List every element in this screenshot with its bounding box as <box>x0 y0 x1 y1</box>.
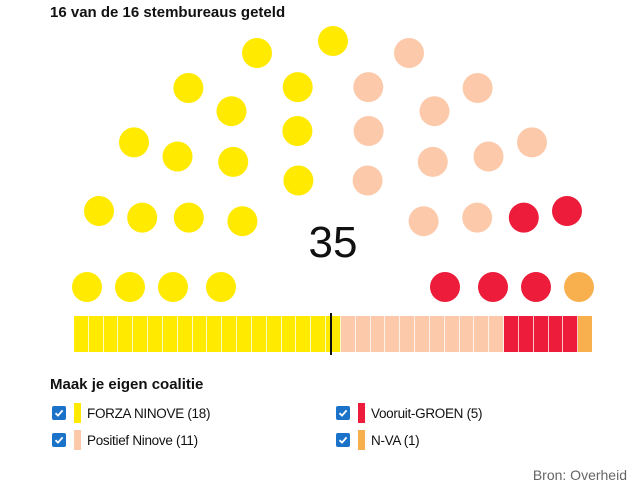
bar-seat-forza-ninove <box>311 316 327 352</box>
swatch-positief-ninove <box>74 430 81 450</box>
seat-positief-ninove <box>353 72 384 103</box>
bar-seat-forza-ninove <box>118 316 134 352</box>
seat-forza-ninove <box>158 272 188 302</box>
seat-positief-ninove <box>417 146 448 177</box>
counted-status: 16 van de 16 stembureaus geteld <box>50 4 286 21</box>
bar-seat-positief-ninove <box>400 316 416 352</box>
seat-forza-ninove <box>218 146 249 177</box>
seat-vooruit-groen <box>521 272 551 302</box>
bar-seat-forza-ninove <box>281 316 297 352</box>
swatch-vooruit-groen <box>358 403 365 423</box>
bar-seat-vooruit-groen <box>563 316 579 352</box>
seat-positief-ninove <box>353 116 384 146</box>
bar-seat-positief-ninove <box>415 316 430 352</box>
coalition-label: Vooruit-GROEN (5) <box>371 405 483 421</box>
seat-vooruit-groen <box>478 272 508 302</box>
check-icon <box>338 409 348 417</box>
bar-seat-forza-ninove <box>192 316 208 352</box>
seat-positief-ninove <box>408 206 439 237</box>
seat-forza-ninove <box>318 26 348 56</box>
bar-seat-forza-ninove <box>103 316 119 352</box>
swatch-forza-ninove <box>74 403 81 423</box>
seat-group <box>72 26 594 302</box>
seat-forza-ninove <box>84 196 114 226</box>
bar-seat-forza-ninove <box>237 316 252 352</box>
seat-forza-ninove <box>206 272 236 302</box>
seat-vooruit-groen <box>508 202 539 233</box>
seat-forza-ninove <box>242 38 272 68</box>
seat-vooruit-groen <box>430 272 460 302</box>
bar-seat-positief-ninove <box>340 316 356 352</box>
seat-positief-ninove <box>473 141 504 172</box>
bar-seat-positief-ninove <box>474 316 490 352</box>
coalition-title: Maak je eigen coalitie <box>50 376 204 393</box>
bar-seat-positief-ninove <box>459 316 475 352</box>
seat-vooruit-groen <box>552 196 582 226</box>
hemicycle-chart: 35 <box>72 26 594 302</box>
seat-positief-ninove <box>419 96 450 127</box>
total-seats-label: 35 <box>309 218 358 267</box>
coalition-item-positief-ninove[interactable]: Positief Ninove (11) <box>52 429 198 451</box>
bar-seat-positief-ninove <box>444 316 460 352</box>
seat-bar <box>74 316 592 352</box>
bar-seat-positief-ninove <box>429 316 445 352</box>
check-icon <box>338 436 348 444</box>
seat-forza-ninove <box>282 116 313 146</box>
bar-seat-vooruit-groen <box>518 316 534 352</box>
bar-seat-forza-ninove <box>133 316 149 352</box>
swatch-n-va <box>358 430 365 450</box>
coalition-label: Positief Ninove (11) <box>87 432 198 448</box>
checkbox-vooruit-groen[interactable] <box>336 406 350 420</box>
bar-seat-forza-ninove <box>162 316 178 352</box>
bar-seat-forza-ninove <box>266 316 282 352</box>
seat-forza-ninove <box>162 141 193 172</box>
bar-seat-forza-ninove <box>207 316 223 352</box>
bar-seat-vooruit-groen <box>504 316 519 352</box>
seat-positief-ninove <box>462 202 493 233</box>
seat-forza-ninove <box>216 96 247 127</box>
seat-positief-ninove <box>517 127 547 158</box>
seat-forza-ninove <box>119 127 149 158</box>
bar-seat-forza-ninove <box>222 316 238 352</box>
seat-forza-ninove <box>283 165 314 196</box>
coalition-item-n-va[interactable]: N-VA (1) <box>336 429 420 451</box>
seat-positief-ninove <box>462 73 493 103</box>
bar-seat-forza-ninove <box>296 316 312 352</box>
check-icon <box>54 409 64 417</box>
seat-forza-ninove <box>173 73 204 103</box>
coalition-label: FORZA NINOVE (18) <box>87 405 211 421</box>
seat-forza-ninove <box>173 202 204 233</box>
seat-forza-ninove <box>72 272 102 302</box>
bar-seat-forza-ninove <box>148 316 163 352</box>
bar-seat-n-va <box>578 316 592 352</box>
coalition-item-vooruit-groen[interactable]: Vooruit-GROEN (5) <box>336 402 482 424</box>
seat-forza-ninove <box>227 206 258 237</box>
checkbox-positief-ninove[interactable] <box>52 433 66 447</box>
bar-seat-positief-ninove <box>370 316 386 352</box>
checkbox-n-va[interactable] <box>336 433 350 447</box>
coalition-label: N-VA (1) <box>371 432 420 448</box>
source-note: Bron: Overheid <box>532 467 627 483</box>
seat-positief-ninove <box>394 38 424 68</box>
bar-seat-forza-ninove <box>74 316 89 352</box>
bar-seat-forza-ninove <box>326 316 341 352</box>
bar-seat-positief-ninove <box>489 316 505 352</box>
check-icon <box>54 436 64 444</box>
seat-forza-ninove <box>115 272 145 302</box>
seat-forza-ninove <box>127 202 158 233</box>
bar-seat-forza-ninove <box>88 316 104 352</box>
majority-line <box>330 313 332 355</box>
coalition-item-forza-ninove[interactable]: FORZA NINOVE (18) <box>52 402 210 424</box>
bar-seat-positief-ninove <box>355 316 371 352</box>
bar-seat-vooruit-groen <box>548 316 564 352</box>
bar-seat-forza-ninove <box>177 316 193 352</box>
seat-n-va <box>564 272 594 302</box>
seat-positief-ninove <box>352 165 383 196</box>
checkbox-forza-ninove[interactable] <box>52 406 66 420</box>
bar-seat-positief-ninove <box>385 316 401 352</box>
bar-seat-forza-ninove <box>251 316 267 352</box>
bar-seat-vooruit-groen <box>533 316 549 352</box>
seat-forza-ninove <box>282 72 313 103</box>
